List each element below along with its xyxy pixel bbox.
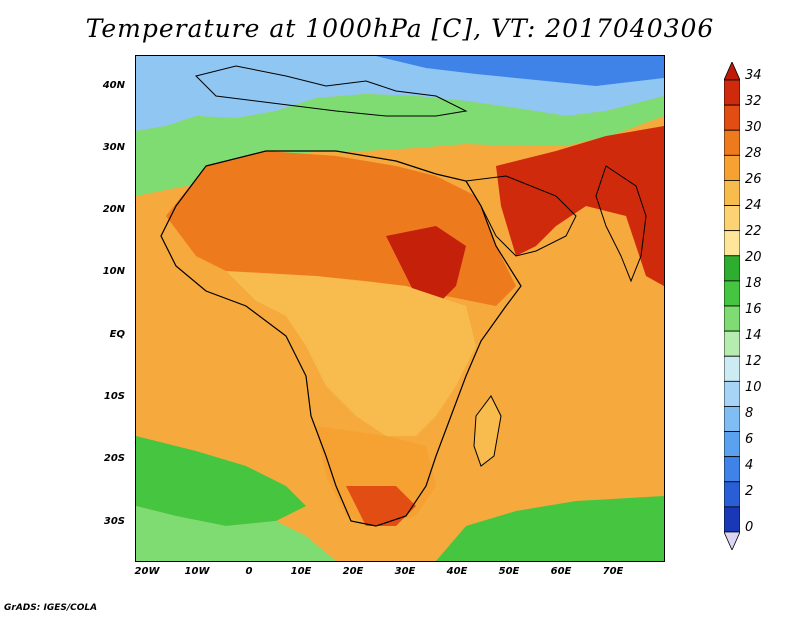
colorbar-segment xyxy=(724,280,740,307)
colorbar-label-0: 0 xyxy=(745,520,754,535)
south-ocean-light-green xyxy=(136,506,336,561)
colorbar-label-18: 18 xyxy=(745,276,762,291)
colorbar-segment xyxy=(724,180,740,206)
lat-label-20n: 20N xyxy=(102,204,125,215)
colorbar-top-arrow xyxy=(724,62,740,81)
colorbar-segment xyxy=(724,104,740,131)
colorbar-label-12: 12 xyxy=(745,354,762,369)
colorbar-segment xyxy=(724,129,740,156)
arabia-india-hot xyxy=(496,126,664,286)
far-north-blue xyxy=(376,56,664,86)
madagascar xyxy=(473,395,502,467)
colorbar-label-22: 22 xyxy=(745,224,762,239)
colorbar-segment xyxy=(724,380,740,407)
colorbar-label-32: 32 xyxy=(745,94,762,109)
lat-label-10n: 10N xyxy=(102,266,125,277)
arabia-coastline xyxy=(465,175,577,257)
colorbar-label-14: 14 xyxy=(745,328,762,343)
colorbar-segment xyxy=(724,431,740,458)
colorbar-segment xyxy=(724,255,740,282)
indian-ocean-green xyxy=(436,496,664,561)
colorbar-segment xyxy=(724,154,740,181)
lat-label-10s: 10S xyxy=(103,391,125,402)
east-africa-hot xyxy=(386,226,466,306)
lon-label-50e: 50E xyxy=(498,566,520,577)
africa-coastline xyxy=(160,150,522,527)
colorbar-label-16: 16 xyxy=(745,302,762,317)
colorbar-bottom-arrow xyxy=(724,531,740,550)
colorbar-segment xyxy=(724,79,740,106)
colorbar-label-20: 20 xyxy=(745,250,762,265)
colorbar-label-10: 10 xyxy=(745,380,762,395)
colorbar xyxy=(724,62,740,550)
lon-label-20e: 20E xyxy=(342,566,364,577)
credit-text: GrADS: IGES/COLA xyxy=(4,603,98,613)
colorbar-label-34: 34 xyxy=(745,68,762,83)
colorbar-label-30: 30 xyxy=(745,120,762,135)
colorbar-label-6: 6 xyxy=(745,432,754,447)
colorbar-label-28: 28 xyxy=(745,146,762,161)
colorbar-segment xyxy=(724,305,740,332)
lat-label-30n: 30N xyxy=(102,142,125,153)
south-atlantic-green xyxy=(136,436,306,526)
colorbar-segment xyxy=(724,481,740,508)
lat-label-30s: 30S xyxy=(103,516,125,527)
europe-coastline xyxy=(195,65,468,117)
chart-title: Temperature at 1000hPa [C], VT: 20170403… xyxy=(85,14,715,43)
lat-label-eq: EQ xyxy=(109,329,125,340)
temperature-map xyxy=(135,55,665,562)
lat-label-40n: 40N xyxy=(102,80,125,91)
north-green-band xyxy=(136,94,664,196)
colorbar-label-26: 26 xyxy=(745,172,762,187)
colorbar-segment xyxy=(724,230,740,257)
colorbar-label-8: 8 xyxy=(745,406,754,421)
lon-label-0: 0 xyxy=(245,566,253,577)
lon-label-70e: 70E xyxy=(602,566,624,577)
central-africa xyxy=(226,271,476,436)
colorbar-label-24: 24 xyxy=(745,198,762,213)
lon-label-40e: 40E xyxy=(446,566,468,577)
lon-label-60e: 60E xyxy=(550,566,572,577)
india-coastline xyxy=(595,165,647,283)
lon-label-10w: 10W xyxy=(184,566,210,577)
colorbar-segment xyxy=(724,456,740,483)
colorbar-label-4: 4 xyxy=(745,458,754,473)
colorbar-segment xyxy=(724,330,740,357)
lat-label-20s: 20S xyxy=(103,453,125,464)
lon-label-30e: 30E xyxy=(394,566,416,577)
lon-label-10e: 10E xyxy=(290,566,312,577)
south-africa-hot xyxy=(346,486,416,526)
colorbar-segment xyxy=(724,406,740,432)
lon-label-20w: 20W xyxy=(134,566,160,577)
colorbar-segment xyxy=(724,506,740,533)
colorbar-segment xyxy=(724,355,740,382)
colorbar-segment xyxy=(724,205,740,232)
colorbar-label-2: 2 xyxy=(745,484,754,499)
